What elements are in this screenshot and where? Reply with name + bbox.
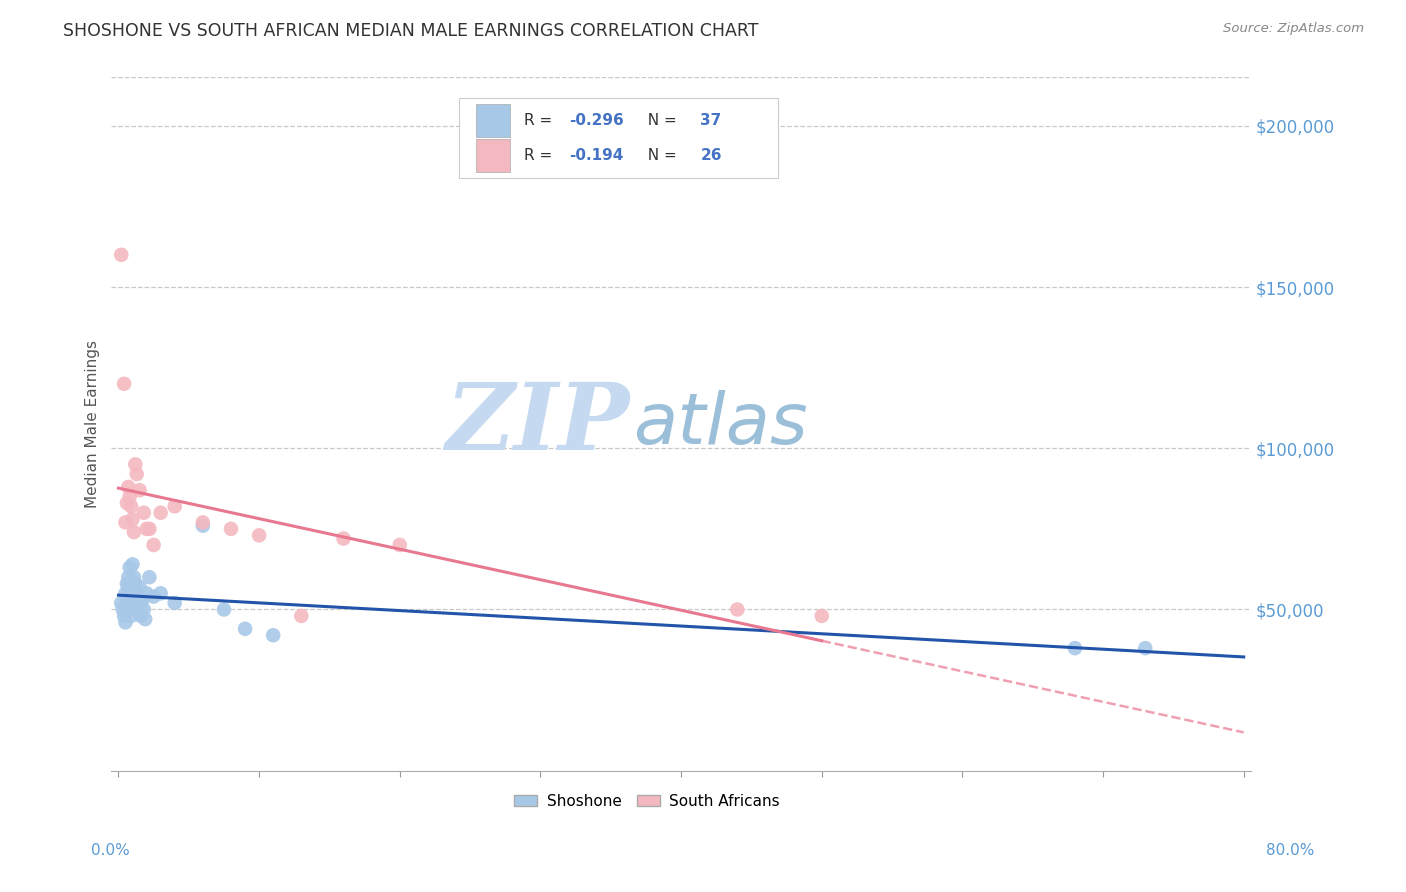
Text: 37: 37	[700, 113, 721, 128]
Point	[118, 490, 141, 504]
Point	[118, 560, 141, 574]
Point	[112, 376, 135, 391]
Point	[118, 583, 141, 598]
Point	[115, 576, 138, 591]
Point	[810, 608, 832, 623]
Point	[290, 608, 312, 623]
Point	[129, 608, 152, 623]
Point	[262, 628, 284, 642]
Point	[142, 538, 165, 552]
Text: 0.0%: 0.0%	[91, 843, 131, 858]
Point	[135, 522, 157, 536]
Point	[138, 570, 160, 584]
Point	[114, 516, 136, 530]
Point	[122, 525, 145, 540]
Point	[120, 596, 142, 610]
Point	[212, 602, 235, 616]
Point	[117, 570, 139, 584]
Point	[122, 570, 145, 584]
Point	[219, 522, 242, 536]
Point	[149, 586, 172, 600]
Point	[124, 458, 146, 472]
Point	[111, 602, 134, 616]
Text: SHOSHONE VS SOUTH AFRICAN MEDIAN MALE EARNINGS CORRELATION CHART: SHOSHONE VS SOUTH AFRICAN MEDIAN MALE EA…	[63, 22, 759, 40]
Point	[128, 580, 150, 594]
FancyBboxPatch shape	[458, 98, 778, 178]
Point	[247, 528, 270, 542]
Point	[191, 518, 214, 533]
Point	[115, 592, 138, 607]
Point	[120, 608, 142, 623]
Point	[149, 506, 172, 520]
Point	[1064, 641, 1087, 656]
Point	[142, 590, 165, 604]
Point	[121, 512, 143, 526]
Text: ZIP: ZIP	[446, 379, 630, 469]
Point	[138, 522, 160, 536]
Point	[134, 612, 156, 626]
Point	[135, 586, 157, 600]
Legend: Shoshone, South Africans: Shoshone, South Africans	[509, 788, 786, 815]
Text: R =: R =	[524, 113, 557, 128]
Text: N =: N =	[638, 148, 682, 163]
Point	[132, 506, 155, 520]
Point	[117, 580, 139, 594]
Point	[110, 248, 132, 262]
Text: atlas: atlas	[633, 390, 808, 458]
Point	[163, 596, 186, 610]
Text: 26: 26	[700, 148, 721, 163]
Point	[332, 532, 354, 546]
Text: 80.0%: 80.0%	[1267, 843, 1315, 858]
Point	[110, 596, 132, 610]
Point	[114, 586, 136, 600]
Point	[112, 608, 135, 623]
Point	[120, 500, 142, 514]
Point	[163, 500, 186, 514]
Point	[125, 467, 148, 481]
Point	[132, 602, 155, 616]
Point	[122, 596, 145, 610]
Point	[191, 516, 214, 530]
FancyBboxPatch shape	[477, 103, 510, 137]
Point	[233, 622, 256, 636]
Point	[388, 538, 411, 552]
Text: -0.194: -0.194	[569, 148, 624, 163]
Point	[125, 602, 148, 616]
Point	[725, 602, 748, 616]
Point	[127, 586, 149, 600]
Text: -0.296: -0.296	[569, 113, 624, 128]
Text: N =: N =	[638, 113, 682, 128]
Point	[128, 483, 150, 498]
Point	[114, 615, 136, 630]
Point	[124, 576, 146, 591]
Point	[115, 496, 138, 510]
Point	[131, 592, 153, 607]
Point	[121, 558, 143, 572]
Point	[128, 596, 150, 610]
FancyBboxPatch shape	[477, 139, 510, 172]
Text: Source: ZipAtlas.com: Source: ZipAtlas.com	[1223, 22, 1364, 36]
Y-axis label: Median Male Earnings: Median Male Earnings	[86, 340, 100, 508]
Text: R =: R =	[524, 148, 557, 163]
Point	[121, 586, 143, 600]
Point	[1135, 641, 1157, 656]
Point	[117, 480, 139, 494]
